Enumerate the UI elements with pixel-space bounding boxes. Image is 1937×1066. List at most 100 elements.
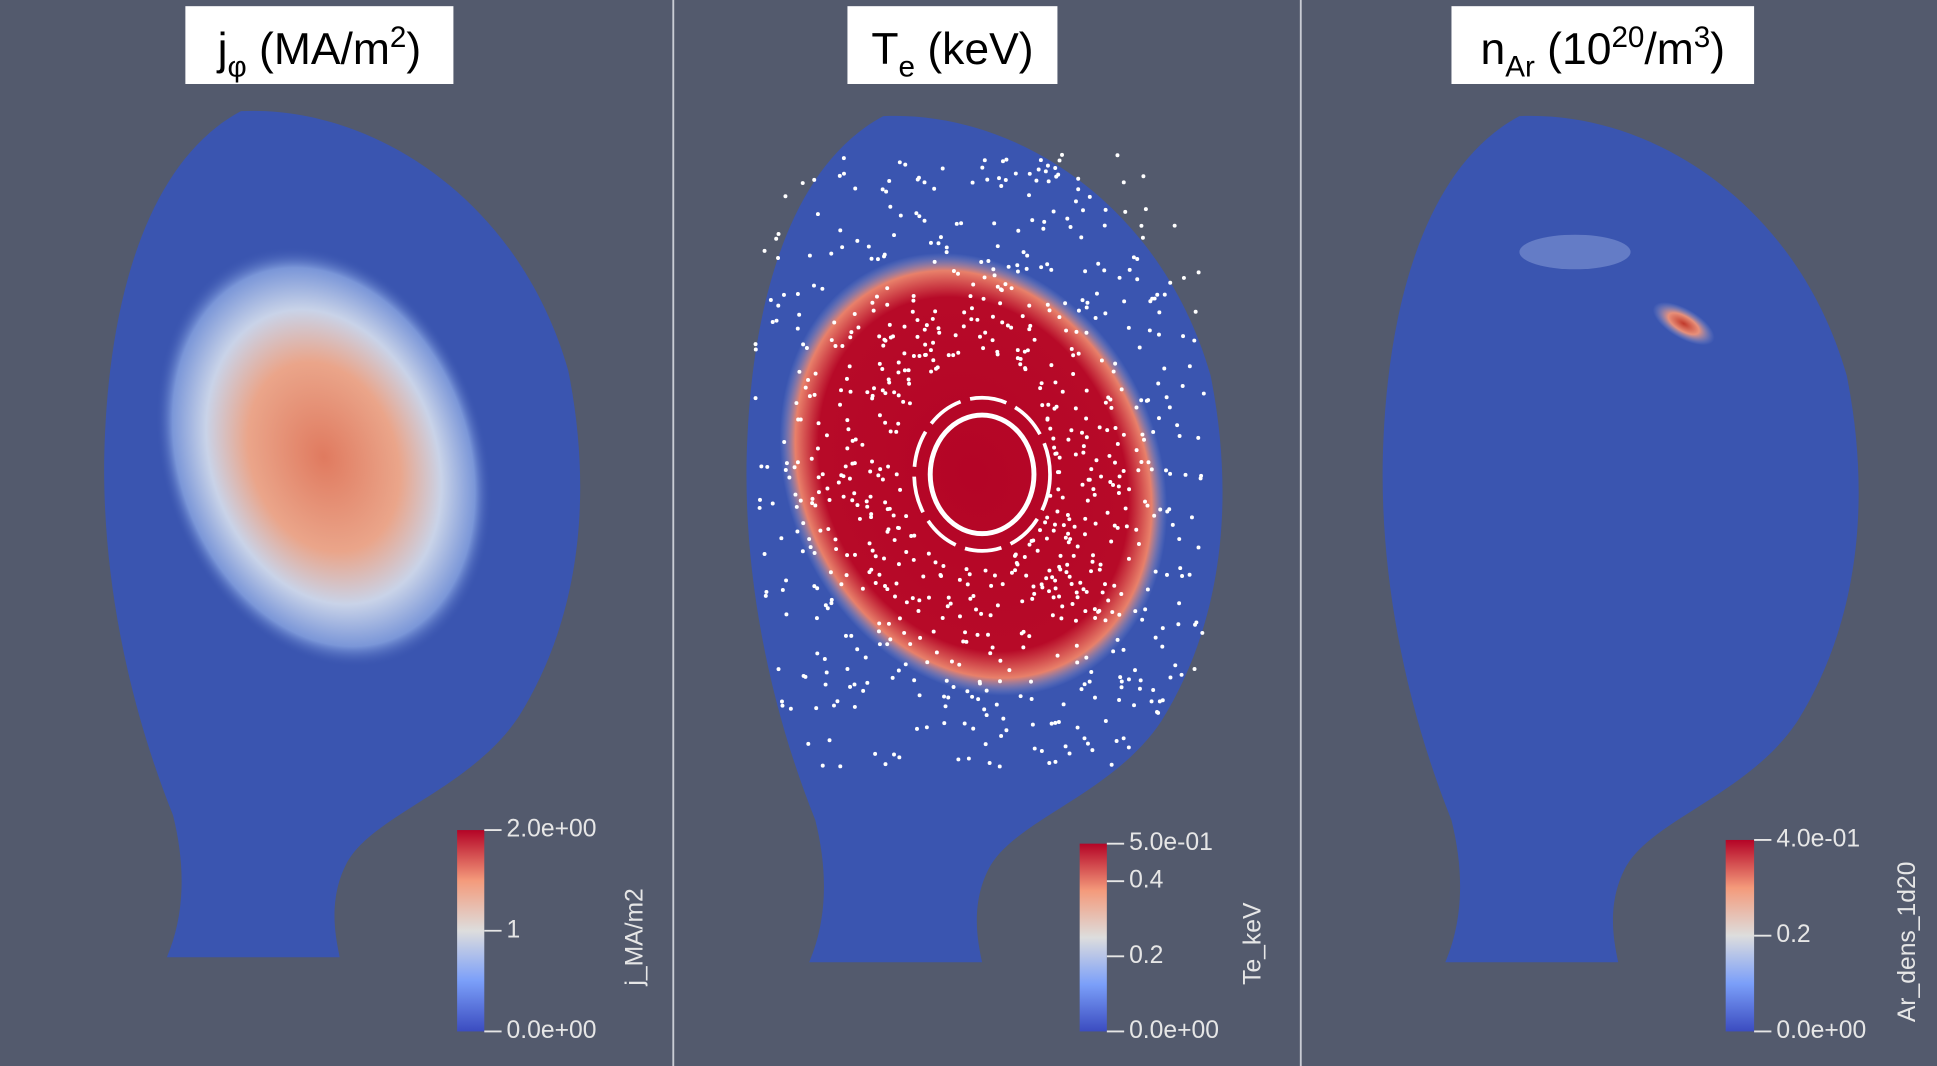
marker-dot — [1141, 174, 1145, 178]
marker-dot — [785, 461, 789, 465]
marker-dot — [1120, 679, 1124, 683]
marker-dot — [1194, 310, 1198, 314]
marker-dot — [1057, 470, 1061, 474]
title-part: /m — [1644, 25, 1693, 74]
marker-dot — [1168, 281, 1172, 285]
marker-dot — [991, 315, 995, 319]
marker-dot — [897, 669, 901, 673]
marker-dot — [796, 460, 800, 464]
marker-dot — [1038, 528, 1042, 532]
marker-dot — [1194, 620, 1198, 624]
marker-dot — [810, 457, 814, 461]
marker-dot — [898, 616, 902, 620]
marker-dot — [1030, 539, 1034, 543]
marker-dot — [829, 252, 833, 256]
marker-dot — [828, 738, 832, 742]
marker-dot — [918, 636, 922, 640]
marker-dot — [988, 651, 992, 655]
marker-dot — [852, 491, 856, 495]
marker-dot — [1103, 311, 1107, 315]
marker-dot — [983, 331, 987, 335]
marker-dot — [932, 187, 936, 191]
marker-dot — [1030, 218, 1034, 222]
marker-dot — [929, 348, 933, 352]
marker-dot — [1007, 668, 1011, 672]
marker-dot — [1090, 748, 1094, 752]
marker-dot — [825, 670, 829, 674]
title-part: j — [216, 25, 228, 74]
marker-dot — [853, 187, 857, 191]
marker-dot — [1137, 542, 1141, 546]
colorbar-tick-label: 2.0e+00 — [507, 816, 597, 843]
marker-dot — [907, 377, 911, 381]
marker-dot — [941, 167, 945, 171]
marker-dot — [945, 250, 949, 254]
marker-dot — [1161, 626, 1165, 630]
colorbar-tick-label: 4.0e-01 — [1776, 825, 1860, 852]
marker-dot — [817, 490, 821, 494]
marker-dot — [1000, 320, 1004, 324]
marker-dot — [870, 301, 874, 305]
marker-dot — [754, 342, 758, 346]
marker-dot — [801, 549, 805, 553]
marker-dot — [870, 257, 874, 261]
marker-dot — [1051, 437, 1055, 441]
marker-dot — [845, 418, 849, 422]
marker-dot — [892, 233, 896, 237]
marker-dot — [1016, 348, 1020, 352]
title-part: 3 — [1694, 21, 1710, 54]
marker-dot — [901, 400, 905, 404]
marker-dot — [963, 630, 967, 634]
marker-dot — [794, 401, 798, 405]
marker-dot — [1091, 553, 1095, 557]
marker-dot — [829, 570, 833, 574]
marker-dot — [904, 514, 908, 518]
marker-dot — [914, 211, 918, 215]
marker-dot — [1004, 178, 1008, 182]
marker-dot — [1106, 598, 1110, 602]
marker-dot — [809, 545, 813, 549]
marker-dot — [1014, 172, 1018, 176]
marker-dot — [1052, 407, 1056, 411]
marker-dot — [780, 700, 784, 704]
marker-dot — [1112, 370, 1116, 374]
marker-dot — [1077, 352, 1081, 356]
marker-dot — [1040, 585, 1044, 589]
marker-dot — [1083, 532, 1087, 536]
marker-dot — [985, 178, 989, 182]
marker-dot — [1190, 515, 1194, 519]
marker-dot — [978, 681, 982, 685]
marker-dot — [845, 667, 849, 671]
marker-dot — [1010, 571, 1014, 575]
marker-dot — [1074, 452, 1078, 456]
marker-dot — [1081, 298, 1085, 302]
marker-dot — [1069, 428, 1073, 432]
marker-dot — [1076, 726, 1080, 730]
marker-dot — [1096, 262, 1100, 266]
marker-dot — [1061, 496, 1065, 500]
marker-dot — [885, 642, 889, 646]
marker-dot — [1085, 301, 1089, 305]
marker-dot — [1074, 619, 1078, 623]
marker-dot — [917, 598, 921, 602]
marker-dot — [1134, 528, 1138, 532]
marker-dot — [883, 421, 887, 425]
marker-dot — [1046, 164, 1050, 168]
marker-dot — [881, 187, 885, 191]
marker-dot — [932, 630, 936, 634]
marker-dot — [1019, 357, 1023, 361]
marker-dot — [758, 498, 762, 502]
marker-dot — [853, 705, 857, 709]
marker-dot — [1023, 366, 1027, 370]
marker-dot — [1180, 673, 1184, 677]
marker-dot — [1102, 268, 1106, 272]
marker-dot — [1091, 487, 1095, 491]
marker-dot — [837, 481, 841, 485]
marker-dot — [1146, 504, 1150, 508]
marker-dot — [1188, 364, 1192, 368]
marker-dot — [860, 443, 864, 447]
marker-dot — [1120, 685, 1124, 689]
marker-dot — [1085, 590, 1089, 594]
marker-dot — [1127, 745, 1131, 749]
marker-dot — [865, 390, 869, 394]
